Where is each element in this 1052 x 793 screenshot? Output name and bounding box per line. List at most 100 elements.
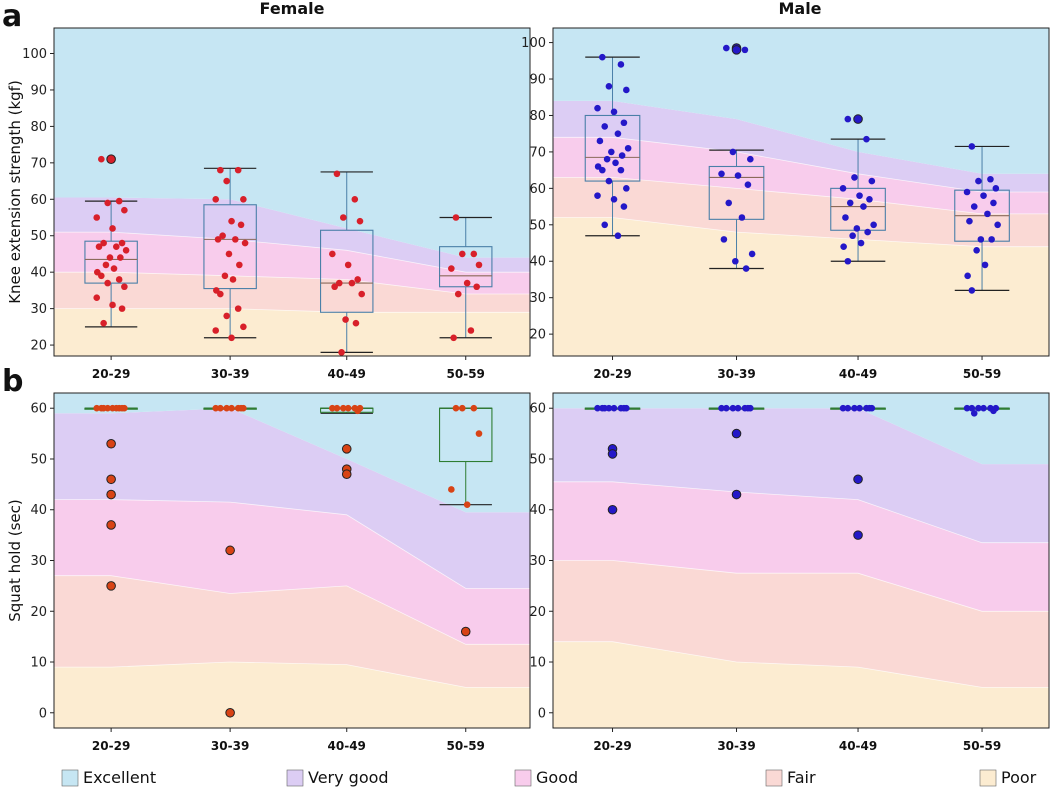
outlier-point [341, 444, 352, 454]
data-point [452, 404, 460, 412]
chart-a-female: 20 30 40 50 60 70 80 90 100 20-29 30-39 40-49 50-59 K… [6, 27, 531, 381]
data-point [450, 334, 457, 342]
data-point [93, 214, 101, 221]
data-point [102, 261, 110, 269]
data-point [104, 279, 111, 287]
data-point [617, 61, 625, 68]
y-tick-label: 20 [30, 605, 47, 620]
data-point [339, 214, 347, 221]
band-boundary [54, 308, 530, 313]
data-point [240, 323, 247, 331]
data-point [963, 404, 971, 412]
band-boundary [54, 575, 530, 645]
outlier-point [341, 469, 352, 480]
data-point [846, 199, 854, 207]
y-tick-label: 50 [30, 452, 47, 467]
band-boundary [553, 481, 1049, 544]
data-point [963, 188, 971, 196]
data-point [223, 312, 230, 320]
band-fair [54, 272, 530, 313]
data-point [217, 166, 224, 174]
data-point [617, 166, 625, 174]
data-point [214, 236, 222, 243]
data-point [842, 214, 849, 221]
data-point [742, 265, 750, 272]
data-point [594, 404, 601, 412]
data-point [463, 279, 471, 287]
data-point [987, 175, 994, 183]
y-tick-label: 60 [30, 402, 47, 417]
data-point [610, 195, 618, 203]
x-tick-label: 20-29 [92, 739, 130, 753]
data-point [981, 261, 989, 269]
data-point [975, 177, 982, 185]
data-point [329, 250, 336, 258]
legend-item-excellent: Excellent [61, 768, 156, 787]
legend-item-poor: Poor [979, 768, 1037, 787]
data-point [100, 239, 107, 247]
x-tick-label: 40-49 [328, 367, 366, 381]
data-point [992, 185, 1000, 192]
y-tick-label: 30 [30, 302, 47, 317]
data-point [853, 225, 861, 232]
data-point [93, 294, 101, 301]
data-point [221, 272, 229, 280]
data-point [100, 319, 107, 327]
data-point [452, 214, 460, 221]
data-point [977, 236, 985, 243]
outlier-point [106, 438, 116, 449]
box-iqr [439, 246, 493, 288]
data-point [232, 236, 239, 243]
data-point [620, 203, 628, 210]
data-point [990, 199, 997, 207]
data-point [612, 159, 619, 167]
data-point [596, 137, 604, 145]
y-tick-label: 70 [529, 145, 546, 160]
y-tick-label: 30 [529, 291, 546, 306]
data-point [473, 283, 480, 291]
data-point [240, 195, 247, 203]
data-point [115, 197, 123, 205]
data-point [748, 250, 756, 258]
band-good [553, 137, 1049, 214]
data-point [844, 257, 852, 265]
data-point [741, 46, 749, 54]
x-tick-label: 50-59 [963, 367, 1001, 381]
band-boundary [54, 661, 530, 688]
band-excellent [54, 393, 530, 513]
y-tick-label: 80 [529, 109, 546, 124]
data-point [608, 148, 615, 156]
rating-bands [553, 393, 1049, 728]
data-point [212, 404, 220, 412]
data-point [467, 327, 475, 334]
data-point [241, 239, 249, 247]
band-boundary [54, 271, 530, 295]
data-point [212, 195, 220, 203]
x-tick-label: 50-59 [447, 739, 485, 753]
box-iqr [84, 240, 138, 284]
y-tick-label: 100 [22, 47, 47, 62]
data-point [864, 228, 871, 236]
legend-swatch [286, 769, 304, 787]
data-point [980, 192, 987, 199]
data-point [601, 404, 609, 412]
data-point [594, 192, 601, 199]
data-point [354, 276, 361, 283]
panel-letter-b: b [2, 364, 23, 399]
chart-b-female: 0 10 20 30 40 50 60 20-29 30-39 40-49 50-59 Squat h… [6, 392, 531, 753]
data-point [100, 404, 107, 412]
legend-swatch [765, 769, 783, 787]
data-point [990, 407, 997, 415]
data-point [860, 203, 867, 210]
data-point [121, 283, 128, 291]
data-point [994, 221, 1001, 229]
data-point [121, 206, 128, 214]
y-tick-label: 40 [529, 503, 546, 518]
data-point [223, 177, 230, 185]
outlier-point [607, 504, 618, 515]
outlier-point [731, 428, 742, 439]
legend-item-very-good: Very good [286, 768, 389, 787]
data-point [115, 276, 123, 283]
x-tick-label: 30-39 [211, 367, 249, 381]
